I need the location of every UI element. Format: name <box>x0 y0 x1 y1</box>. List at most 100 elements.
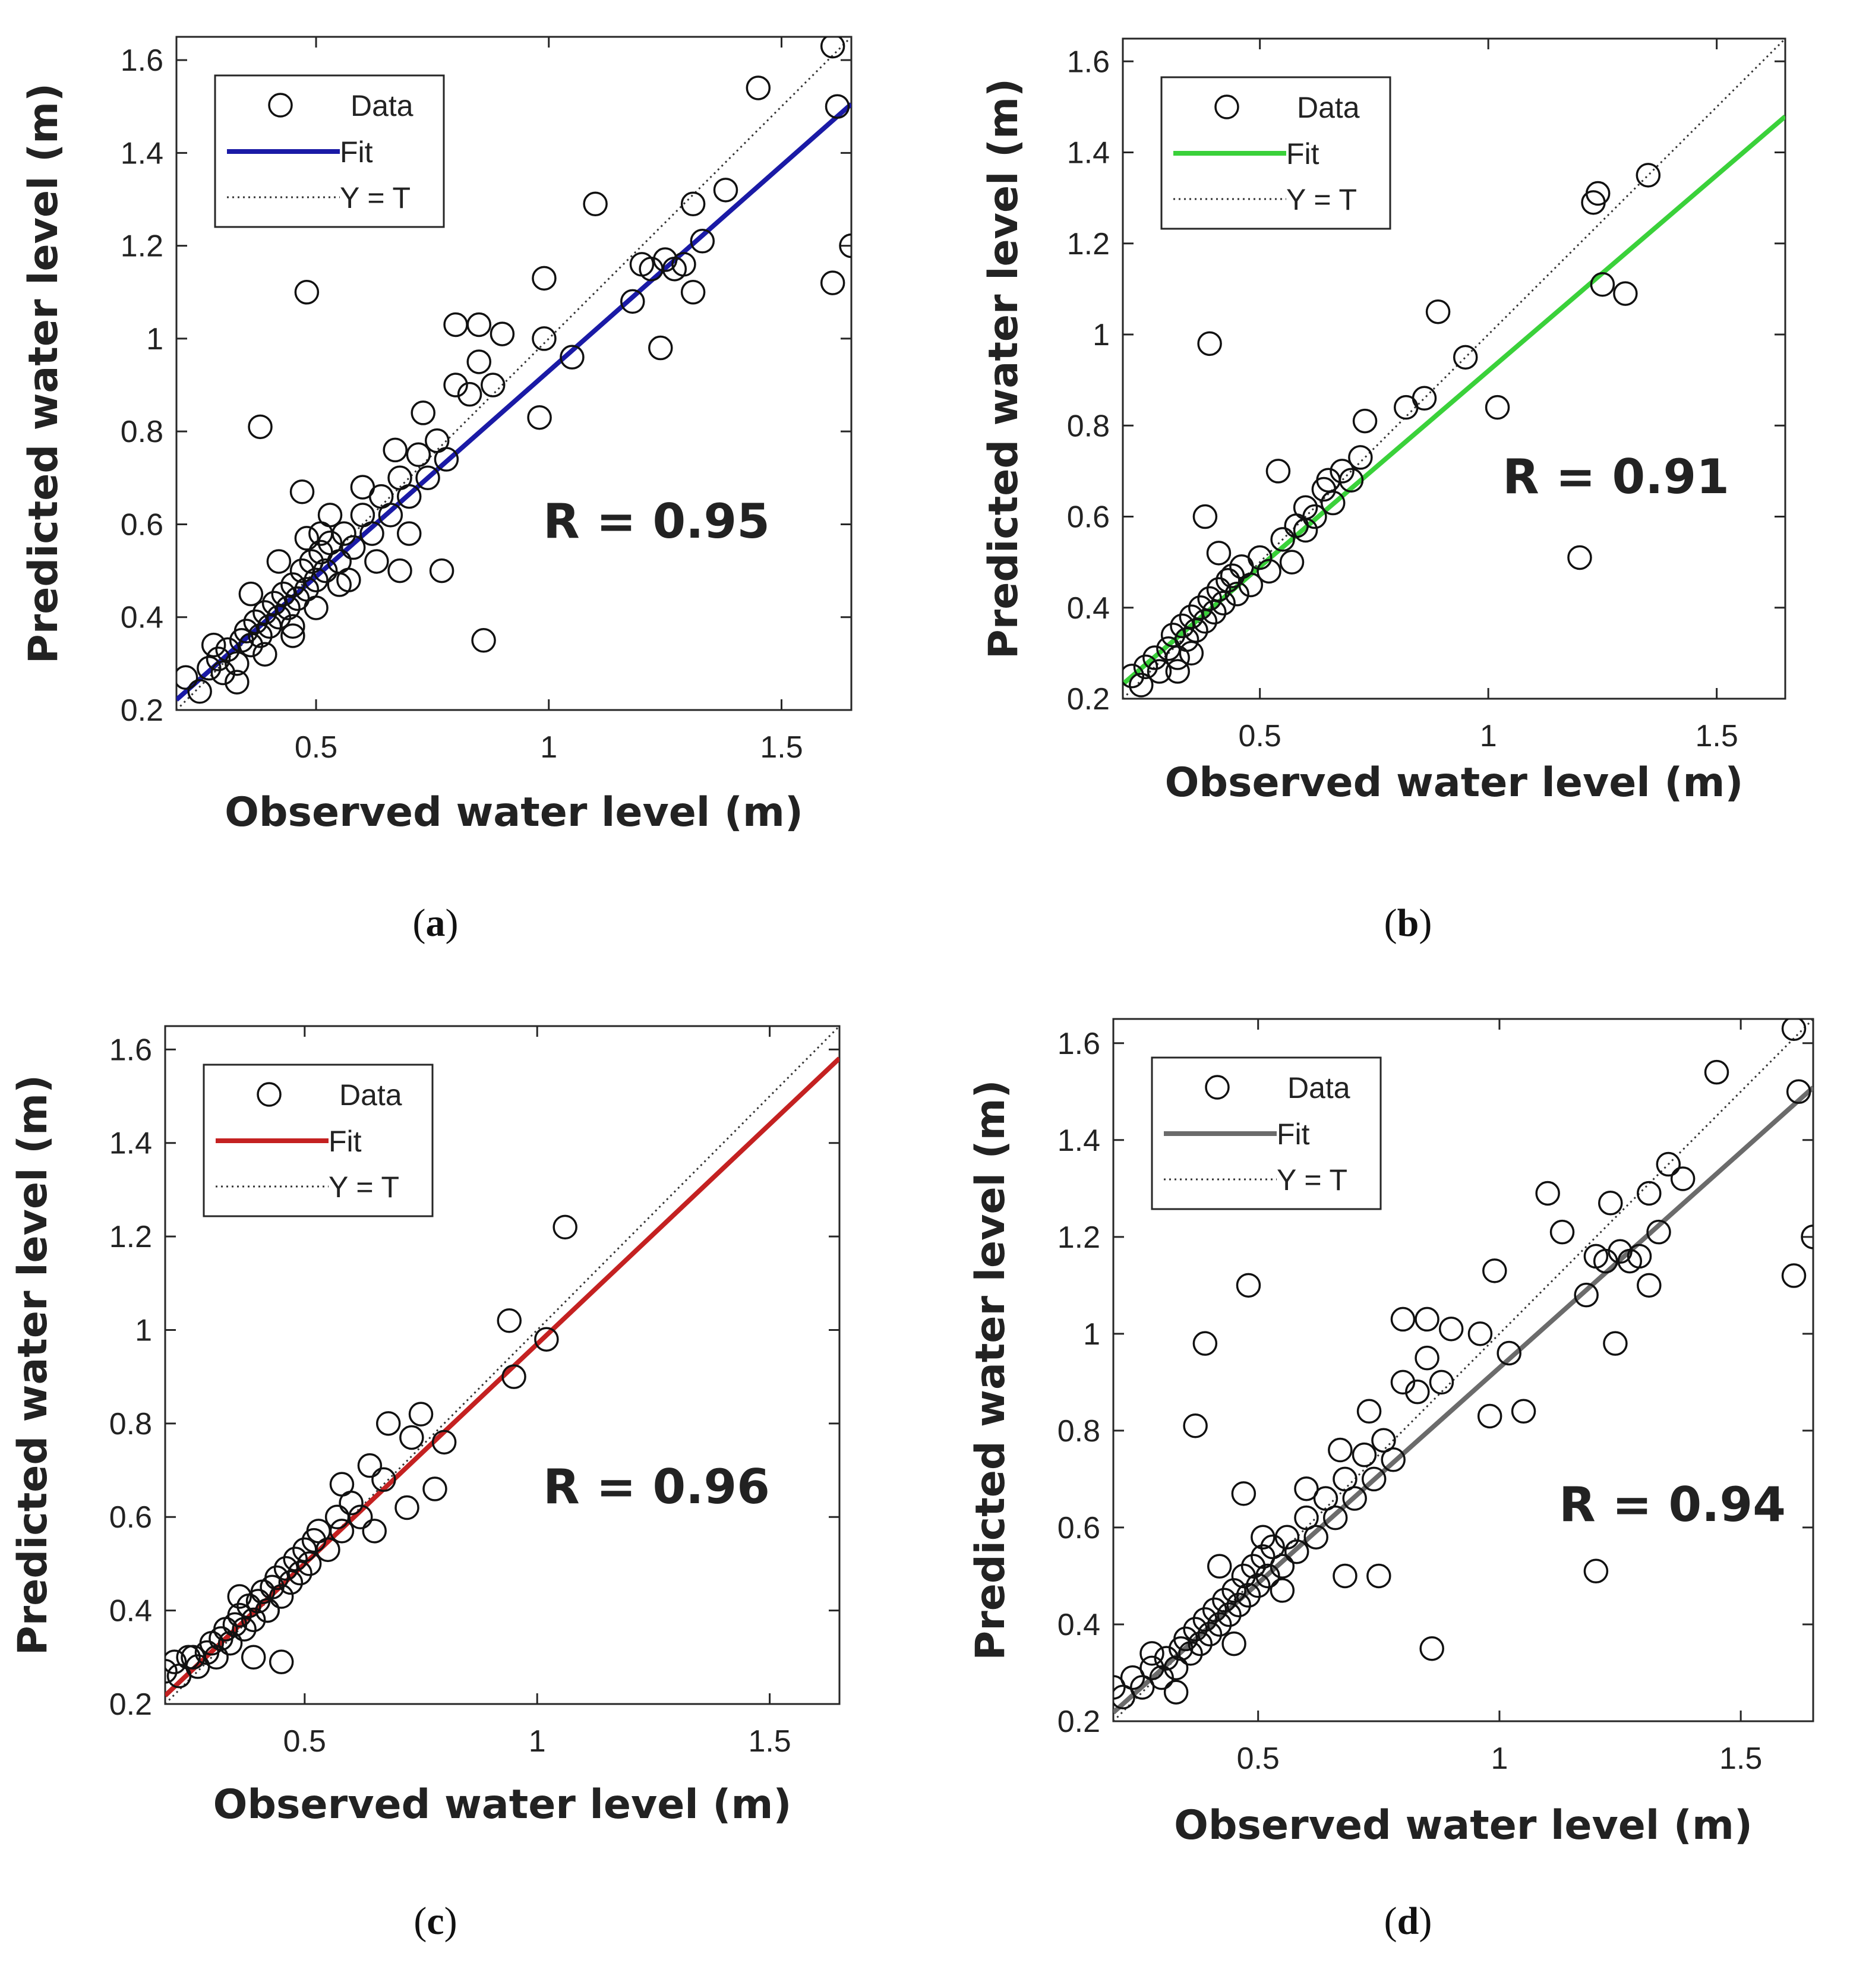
plot-content <box>165 1026 839 1704</box>
data-point <box>296 1551 322 1576</box>
data-point <box>1183 1413 1208 1438</box>
data-point <box>264 1565 289 1591</box>
data-point <box>1412 386 1437 411</box>
data-point <box>273 1556 299 1581</box>
data-point <box>431 1430 457 1455</box>
plot-content <box>1113 1019 1813 1721</box>
x-tick-label: 1.5 <box>760 730 803 765</box>
data-point <box>1511 1399 1536 1424</box>
panel-caption: (b) <box>1384 901 1432 945</box>
data-point <box>276 595 301 620</box>
data-point <box>1265 459 1291 484</box>
data-point <box>1207 1612 1232 1637</box>
data-point <box>340 535 366 560</box>
data-point <box>1147 659 1172 684</box>
data-point <box>364 549 389 574</box>
data-point <box>1231 1481 1257 1506</box>
data-point <box>396 484 422 509</box>
data-point <box>1313 1486 1338 1511</box>
legend-label: Fit <box>329 1125 362 1158</box>
data-point <box>255 1598 280 1623</box>
data-point <box>415 465 440 491</box>
data-point <box>312 558 338 583</box>
x-tick-label: 1 <box>1480 719 1497 753</box>
data-point <box>480 373 506 397</box>
legend-label: Fit <box>1277 1118 1310 1151</box>
data-point <box>1240 1554 1266 1579</box>
data-point <box>1361 1466 1387 1492</box>
data-point <box>280 623 305 648</box>
data-point <box>1637 1273 1662 1298</box>
data-point <box>497 1308 522 1333</box>
data-point <box>1255 1563 1280 1589</box>
x-axis-label: Observed water level (m) <box>1174 1802 1753 1849</box>
data-point <box>1149 1665 1174 1690</box>
data-point <box>1704 1059 1729 1085</box>
y-tick-label: 1 <box>146 322 163 356</box>
data-point <box>299 549 324 574</box>
legend-marker-data <box>1205 1075 1230 1100</box>
data-point <box>553 1214 577 1240</box>
data-point <box>1415 1345 1439 1371</box>
data-point <box>206 646 231 671</box>
y-tick-label: 1.6 <box>1057 1027 1100 1061</box>
data-point <box>1425 299 1451 324</box>
y-tick-label: 1.6 <box>1067 45 1110 79</box>
y-tick-label: 1 <box>135 1313 152 1348</box>
legend-label: Y = T <box>1286 183 1357 216</box>
data-point <box>1247 545 1273 570</box>
data-point <box>357 1453 383 1478</box>
data-point <box>1192 1331 1218 1356</box>
data-point <box>1113 1675 1126 1700</box>
panel-c: 0.5 1 1.5 0.2 0.4 0.6 0.8 1 1.2 1.4 1.6 Data Fit Y = … <box>10 1025 841 1943</box>
data-point <box>1260 1534 1285 1560</box>
data-point <box>1467 1321 1493 1346</box>
data-point <box>1352 408 1378 434</box>
data-point <box>283 1547 308 1572</box>
data-point <box>176 665 198 690</box>
data-point <box>429 558 454 583</box>
data-point <box>422 1476 447 1501</box>
data-point <box>680 191 706 217</box>
data-point <box>278 1570 304 1595</box>
data-point <box>238 581 264 607</box>
data-point <box>271 581 296 607</box>
data-point <box>490 321 515 346</box>
data-point <box>327 572 352 597</box>
data-point <box>1183 618 1208 643</box>
data-point <box>713 178 738 203</box>
data-point <box>252 600 277 625</box>
y-tick-label: 1.6 <box>121 43 163 78</box>
data-point <box>1284 1539 1309 1564</box>
data-point <box>394 1495 419 1520</box>
data-point <box>1356 1399 1382 1424</box>
data-point <box>466 312 491 337</box>
data-point <box>820 270 845 295</box>
data-point <box>1220 563 1245 588</box>
legend-label: Fit <box>340 135 373 169</box>
data-point <box>1192 1607 1218 1632</box>
data-point <box>671 252 696 277</box>
data-point <box>406 442 431 467</box>
data-point <box>165 1659 178 1684</box>
data-point <box>187 679 212 704</box>
data-point <box>1485 395 1510 420</box>
data-point <box>825 94 850 119</box>
data-point <box>1333 1563 1357 1589</box>
y-tick-label: 0.2 <box>121 693 163 728</box>
data-point <box>1342 1486 1367 1511</box>
data-point <box>1123 663 1145 689</box>
panel-caption: (d) <box>1384 1899 1432 1943</box>
data-point <box>1192 608 1218 634</box>
y-tick-label: 0.2 <box>1067 682 1110 717</box>
data-point <box>1113 1684 1135 1709</box>
data-point <box>197 655 222 681</box>
data-point <box>1322 1505 1348 1531</box>
identity-line <box>165 1026 839 1704</box>
data-point <box>289 479 315 504</box>
y-tick-label: 0.2 <box>109 1687 152 1722</box>
legend-label: Data <box>1287 1071 1350 1105</box>
data-point <box>1188 1631 1213 1656</box>
data-point <box>1224 582 1249 607</box>
